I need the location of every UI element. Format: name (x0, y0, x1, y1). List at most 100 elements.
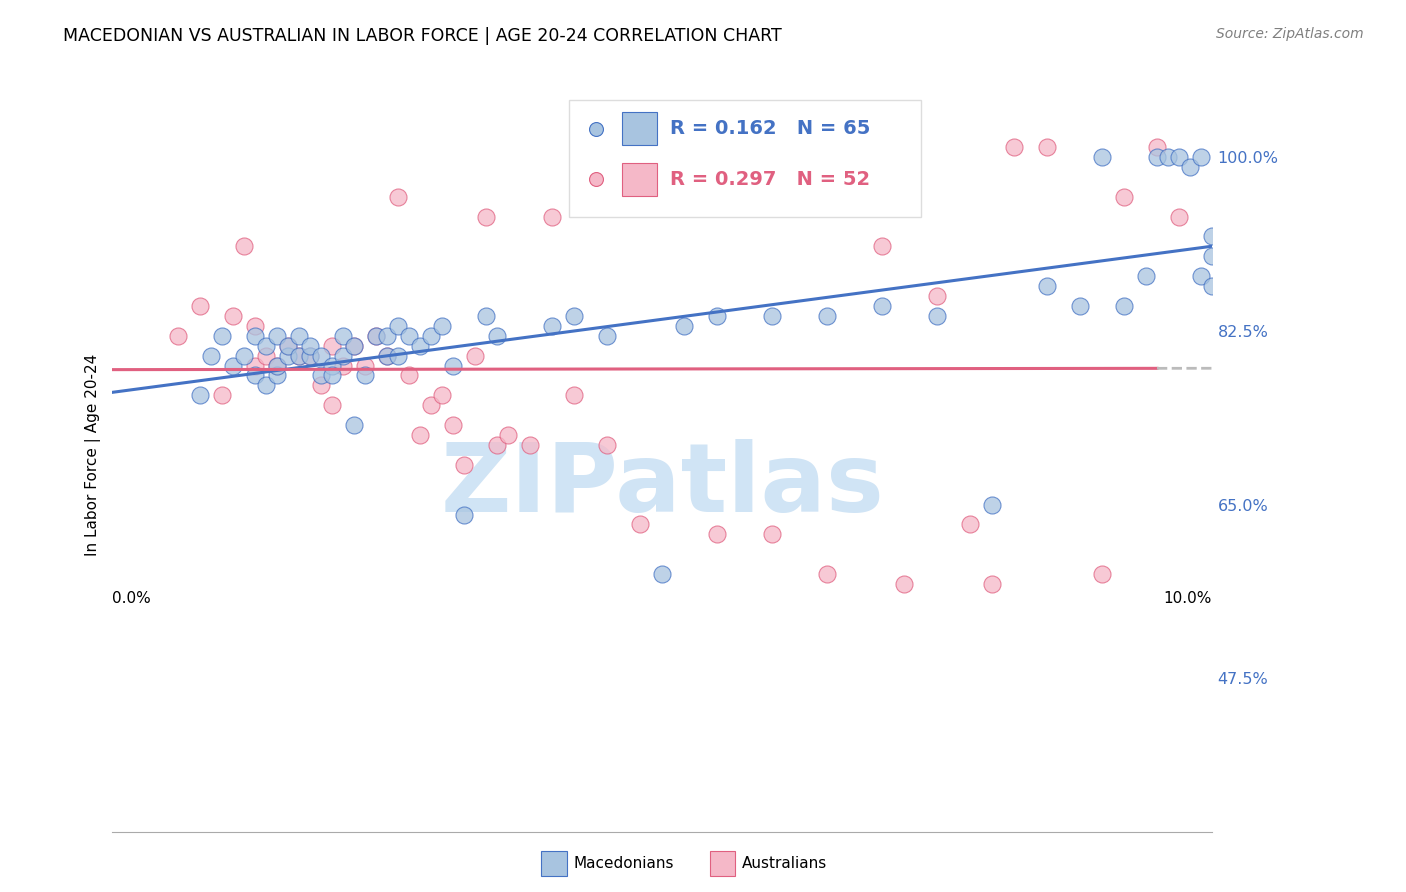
Point (420, 398, 443, 412)
Point (1201, 279, 1223, 293)
Point (311, 368, 333, 383)
Point (343, 418, 366, 433)
Point (288, 349, 311, 363)
Point (1069, 299, 1091, 313)
Point (190, 299, 212, 313)
Point (475, 210, 498, 224)
Point (266, 368, 288, 383)
Point (1178, 160, 1201, 174)
FancyBboxPatch shape (621, 162, 657, 196)
Point (288, 349, 311, 363)
Point (706, 527, 728, 541)
Point (321, 398, 343, 412)
Point (453, 508, 475, 522)
Text: R = 0.297   N = 52: R = 0.297 N = 52 (669, 169, 870, 189)
Text: R = 0.162   N = 65: R = 0.162 N = 65 (669, 120, 870, 138)
Point (200, 349, 222, 363)
Point (706, 309, 728, 323)
Point (398, 368, 420, 383)
Y-axis label: In Labor Force | Age 20-24: In Labor Force | Age 20-24 (86, 354, 101, 556)
Point (925, 289, 948, 303)
Point (893, 577, 915, 591)
Point (1112, 189, 1135, 203)
Point (981, 498, 1004, 512)
Text: 10.0%: 10.0% (1164, 591, 1212, 606)
Point (266, 359, 288, 373)
Point (453, 458, 475, 472)
Point (1168, 210, 1191, 224)
Point (815, 309, 838, 323)
Point (321, 368, 343, 383)
Point (321, 359, 343, 373)
Point (409, 338, 432, 352)
Point (1036, 279, 1059, 293)
Point (1189, 269, 1212, 284)
FancyBboxPatch shape (568, 100, 921, 217)
Point (1036, 140, 1059, 154)
Text: Macedonians: Macedonians (574, 856, 673, 871)
Point (761, 527, 783, 541)
Point (541, 318, 564, 333)
Point (387, 318, 409, 333)
Point (1146, 150, 1168, 164)
Point (541, 210, 564, 224)
Point (1112, 299, 1135, 313)
Point (211, 388, 233, 402)
Point (815, 567, 838, 582)
Point (420, 328, 443, 343)
Point (596, 328, 619, 343)
Point (375, 349, 398, 363)
Point (375, 328, 398, 343)
Point (277, 349, 299, 363)
Point (981, 577, 1004, 591)
Point (288, 328, 311, 343)
Point (299, 338, 322, 352)
Point (562, 309, 585, 323)
Point (245, 328, 267, 343)
Text: Australians: Australians (742, 856, 828, 871)
FancyBboxPatch shape (621, 112, 657, 145)
Point (366, 328, 388, 343)
Point (409, 428, 432, 442)
Text: MACEDONIAN VS AUSTRALIAN IN LABOR FORCE | AGE 20-24 CORRELATION CHART: MACEDONIAN VS AUSTRALIAN IN LABOR FORCE … (63, 27, 782, 45)
Point (332, 359, 354, 373)
Point (211, 328, 233, 343)
Point (277, 338, 299, 352)
Point (870, 299, 893, 313)
Point (1157, 150, 1180, 164)
Point (1091, 567, 1114, 582)
Point (387, 349, 409, 363)
Point (266, 359, 288, 373)
Point (519, 438, 541, 452)
Point (925, 309, 948, 323)
Point (1135, 269, 1157, 284)
Point (299, 349, 322, 363)
Text: ZIPatlas: ZIPatlas (440, 439, 884, 532)
Point (596, 438, 619, 452)
Point (432, 318, 454, 333)
Point (761, 309, 783, 323)
Point (496, 428, 519, 442)
Point (222, 359, 245, 373)
Point (432, 388, 454, 402)
Point (1091, 150, 1114, 164)
Point (1002, 140, 1025, 154)
Point (375, 349, 398, 363)
Point (254, 378, 277, 392)
Point (332, 328, 354, 343)
Point (277, 338, 299, 352)
Point (167, 328, 190, 343)
Point (254, 349, 277, 363)
Point (332, 349, 354, 363)
Point (486, 328, 509, 343)
Point (1146, 140, 1168, 154)
Point (1189, 150, 1212, 164)
Point (266, 328, 288, 343)
Point (673, 318, 696, 333)
Point (959, 517, 981, 532)
Point (245, 318, 267, 333)
Point (464, 349, 486, 363)
Point (190, 388, 212, 402)
Point (366, 328, 388, 343)
Point (321, 338, 343, 352)
